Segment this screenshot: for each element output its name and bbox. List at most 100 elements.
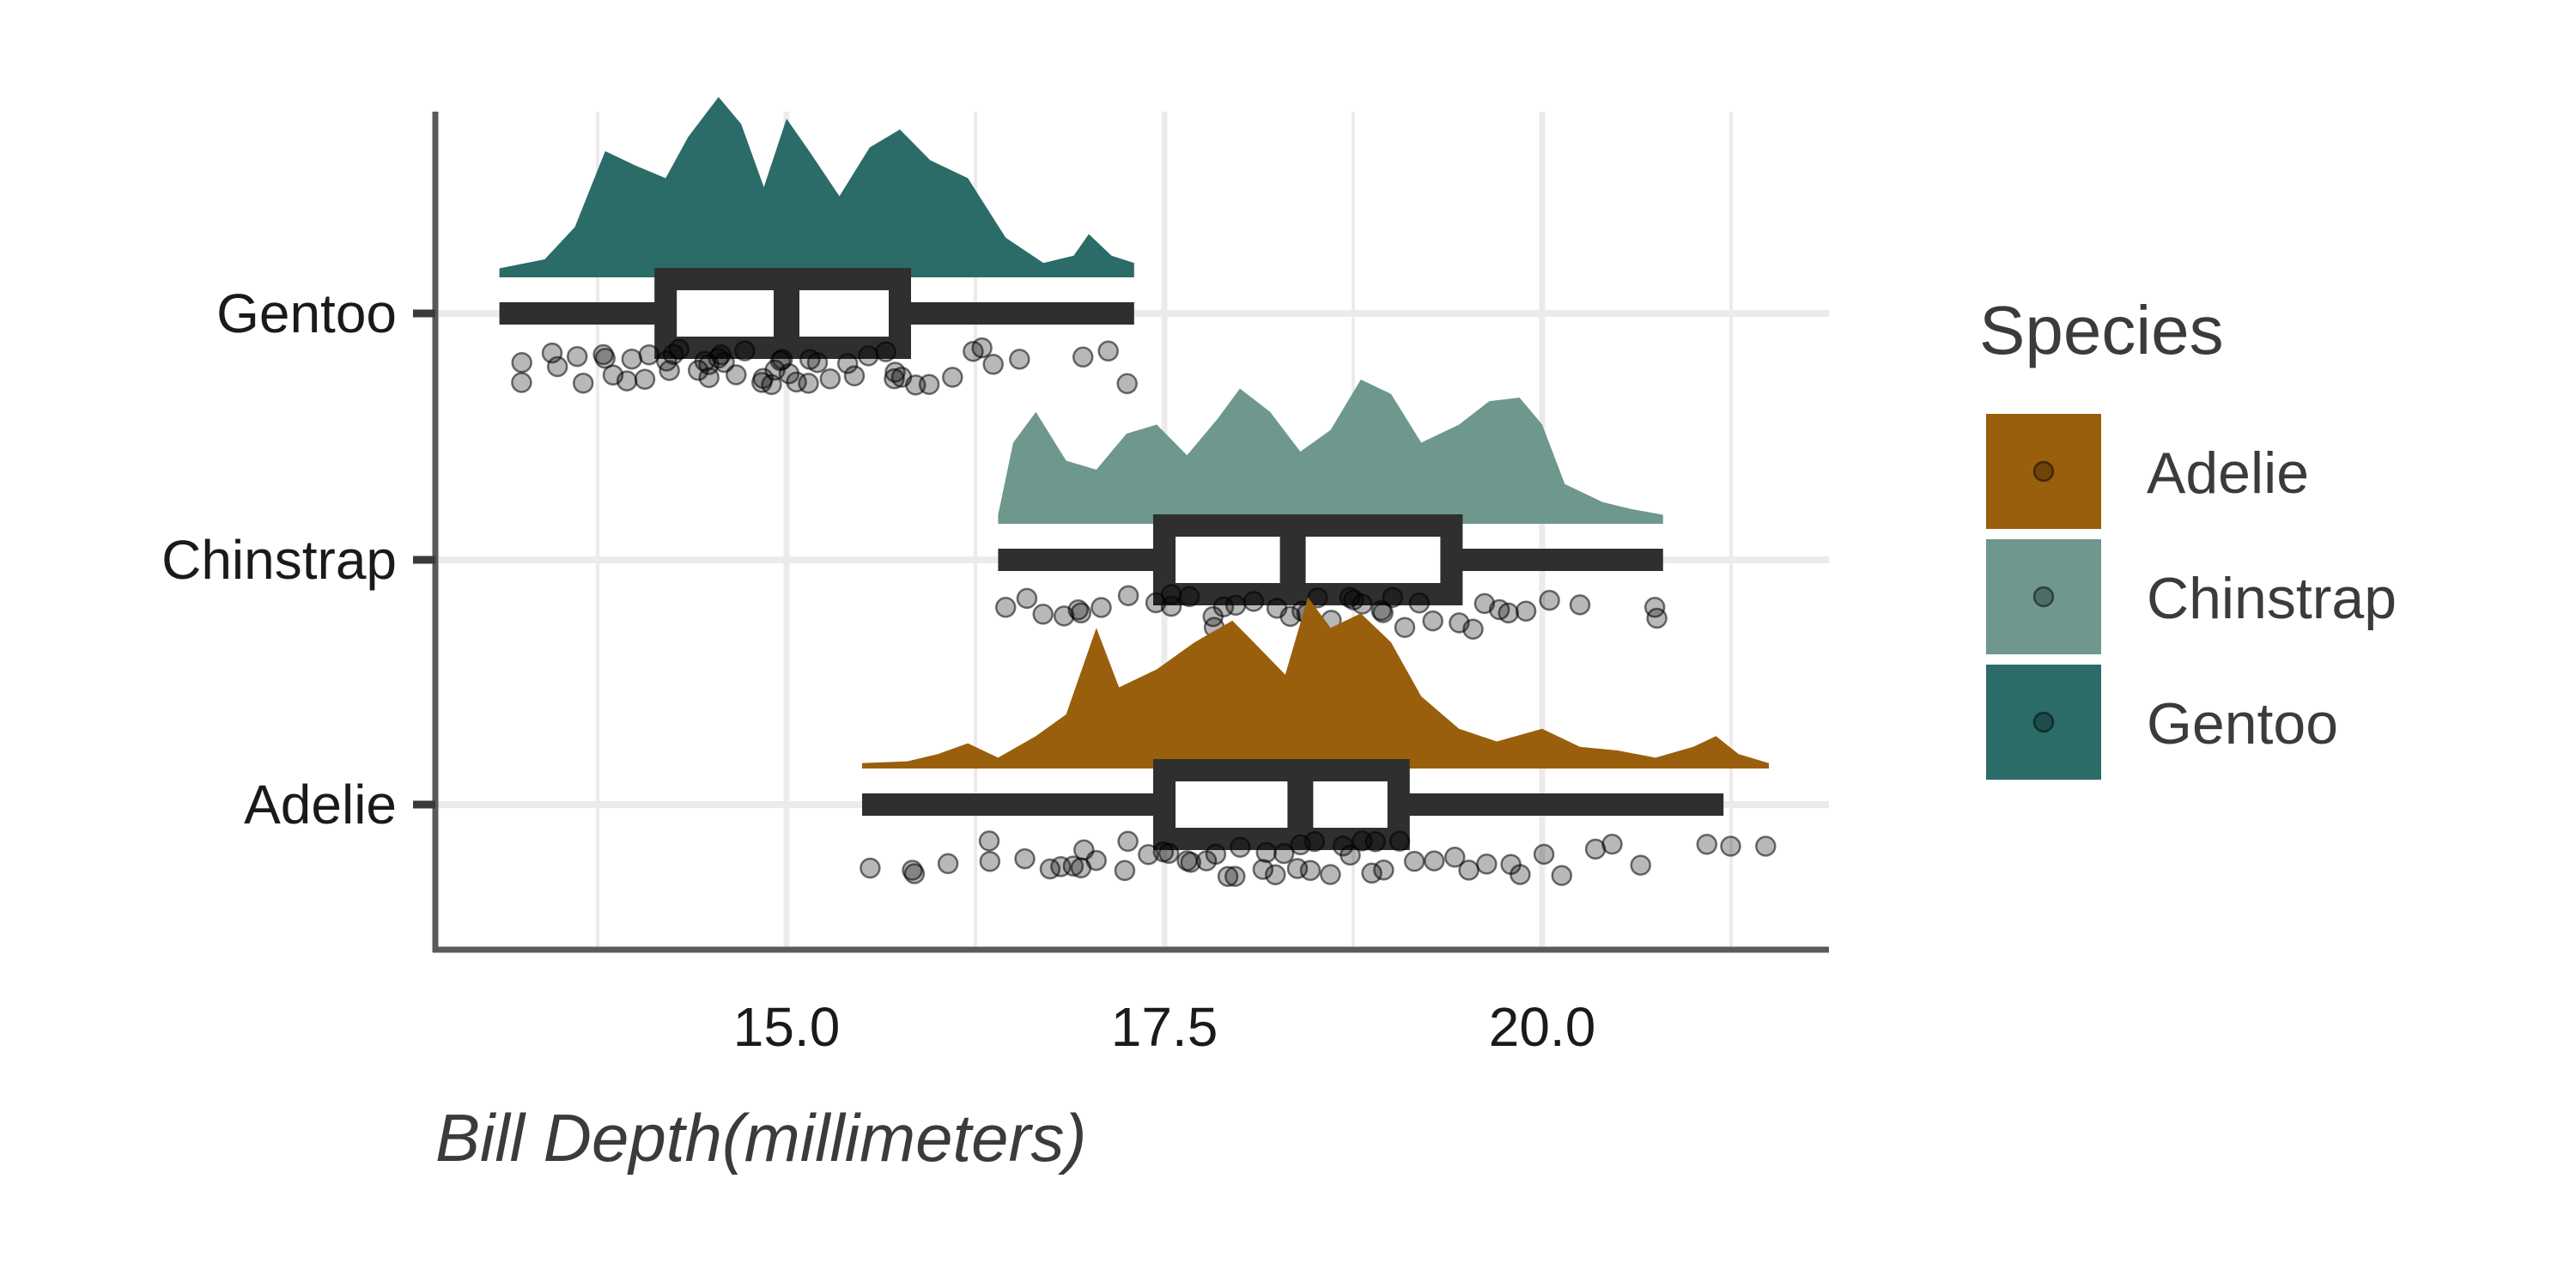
data-point-chinstrap-15 xyxy=(1224,594,1247,617)
data-point-chinstrap-18 xyxy=(1279,605,1301,628)
data-point-gentoo-53 xyxy=(1097,340,1119,362)
data-point-chinstrap-11 xyxy=(1178,586,1200,608)
data-point-chinstrap-31 xyxy=(1422,610,1443,632)
data-point-gentoo-24 xyxy=(734,340,756,361)
data-point-gentoo-54 xyxy=(1116,373,1138,395)
data-point-gentoo-23 xyxy=(710,343,732,366)
density-cloud-adelie xyxy=(862,597,1769,769)
data-point-gentoo-39 xyxy=(843,365,866,386)
data-point-adelie-22 xyxy=(1217,866,1239,887)
series-gentoo xyxy=(499,97,1138,396)
data-point-adelie-45 xyxy=(1476,854,1498,875)
x-tick-label-2: 20.0 xyxy=(1489,996,1596,1058)
data-point-gentoo-41 xyxy=(875,341,896,362)
data-point-chinstrap-5 xyxy=(1070,602,1092,624)
data-point-chinstrap-2 xyxy=(1032,604,1054,625)
data-point-chinstrap-25 xyxy=(1352,593,1373,615)
data-point-adelie-28 xyxy=(1273,842,1295,865)
legend-key-gentoo xyxy=(1986,665,2101,780)
data-point-adelie-3 xyxy=(937,853,959,875)
data-point-chinstrap-4 xyxy=(1067,598,1089,621)
density-cloud-chinstrap xyxy=(998,380,1663,524)
data-point-chinstrap-29 xyxy=(1394,617,1416,638)
data-point-gentoo-35 xyxy=(806,351,829,374)
data-point-chinstrap-0 xyxy=(994,597,1017,618)
data-point-gentoo-37 xyxy=(819,368,841,390)
legend-point-gentoo xyxy=(2032,711,2055,733)
data-point-chinstrap-16 xyxy=(1242,591,1265,612)
data-point-gentoo-18 xyxy=(687,360,709,381)
data-point-adelie-0 xyxy=(860,857,881,879)
data-point-adelie-9 xyxy=(1062,855,1084,877)
data-point-gentoo-43 xyxy=(884,368,905,390)
data-point-adelie-42 xyxy=(1424,850,1445,872)
data-point-gentoo-3 xyxy=(546,355,568,378)
data-point-adelie-6 xyxy=(1014,848,1036,870)
data-point-gentoo-50 xyxy=(982,354,1004,375)
density-cloud-gentoo xyxy=(499,97,1134,277)
data-point-gentoo-46 xyxy=(918,374,940,395)
data-point-chinstrap-38 xyxy=(1539,589,1560,611)
data-point-gentoo-38 xyxy=(836,353,859,374)
data-point-gentoo-36 xyxy=(798,373,819,394)
legend-key-chinstrap xyxy=(1986,539,2101,654)
data-point-adelie-13 xyxy=(1114,860,1136,882)
data-point-adelie-32 xyxy=(1299,860,1321,881)
data-point-adelie-19 xyxy=(1180,851,1201,873)
data-point-adelie-2 xyxy=(903,863,926,884)
data-point-adelie-52 xyxy=(1630,854,1651,876)
data-point-gentoo-51 xyxy=(1009,349,1030,370)
data-point-adelie-25 xyxy=(1252,859,1274,880)
data-point-chinstrap-7 xyxy=(1117,585,1139,606)
data-point-adelie-38 xyxy=(1361,862,1382,884)
iqr-box-chinstrap xyxy=(1153,514,1463,605)
data-point-gentoo-49 xyxy=(971,337,993,359)
x-tick-label-1: 17.5 xyxy=(1111,996,1218,1058)
data-point-chinstrap-41 xyxy=(1643,597,1666,618)
data-point-adelie-4 xyxy=(979,850,1001,872)
x-axis-title: Bill Depth(millimeters) xyxy=(435,1100,1086,1176)
legend-point-adelie xyxy=(2032,460,2055,483)
data-point-chinstrap-28 xyxy=(1372,602,1394,623)
data-point-adelie-17 xyxy=(1157,842,1180,865)
data-point-adelie-49 xyxy=(1551,865,1573,886)
rain-layer xyxy=(499,97,1777,887)
data-point-adelie-53 xyxy=(1696,834,1718,855)
series-adelie xyxy=(860,597,1777,887)
data-point-adelie-27 xyxy=(1255,841,1278,864)
axis-layer: Gentoo Chinstrap Adelie 15.0 17.5 20.0 xyxy=(161,112,1829,1058)
data-point-gentoo-10 xyxy=(616,370,638,392)
data-point-adelie-23 xyxy=(1224,866,1246,887)
x-tick-label-0: 15.0 xyxy=(733,996,841,1058)
data-point-gentoo-1 xyxy=(511,352,532,374)
data-point-chinstrap-1 xyxy=(1016,587,1038,610)
data-point-chinstrap-30 xyxy=(1408,592,1431,614)
data-point-gentoo-11 xyxy=(634,368,656,390)
data-point-gentoo-7 xyxy=(594,348,616,369)
legend: Species Adelie Chinstrap Gentoo xyxy=(1979,292,2397,780)
data-point-adelie-26 xyxy=(1265,864,1286,885)
data-point-adelie-43 xyxy=(1444,847,1466,868)
data-point-adelie-14 xyxy=(1117,830,1139,853)
legend-point-chinstrap xyxy=(2032,586,2055,608)
data-point-gentoo-9 xyxy=(621,348,643,370)
data-point-adelie-44 xyxy=(1458,860,1479,881)
legend-label-adelie: Adelie xyxy=(2147,440,2309,506)
data-point-adelie-37 xyxy=(1364,830,1387,853)
data-point-chinstrap-36 xyxy=(1498,602,1519,624)
data-point-gentoo-12 xyxy=(638,343,660,366)
y-tick-label-chinstrap: Chinstrap xyxy=(161,529,397,591)
data-point-gentoo-47 xyxy=(942,367,963,388)
data-point-adelie-5 xyxy=(978,830,1000,852)
data-point-adelie-54 xyxy=(1720,835,1741,857)
data-point-adelie-33 xyxy=(1320,864,1341,885)
data-point-gentoo-16 xyxy=(668,338,690,361)
legend-label-chinstrap: Chinstrap xyxy=(2147,566,2397,631)
data-point-adelie-48 xyxy=(1533,843,1555,866)
data-point-adelie-55 xyxy=(1755,835,1777,857)
data-point-gentoo-25 xyxy=(726,364,747,386)
iqr-box-adelie xyxy=(1153,759,1410,850)
data-point-chinstrap-33 xyxy=(1462,618,1484,640)
data-point-chinstrap-10 xyxy=(1160,595,1182,617)
